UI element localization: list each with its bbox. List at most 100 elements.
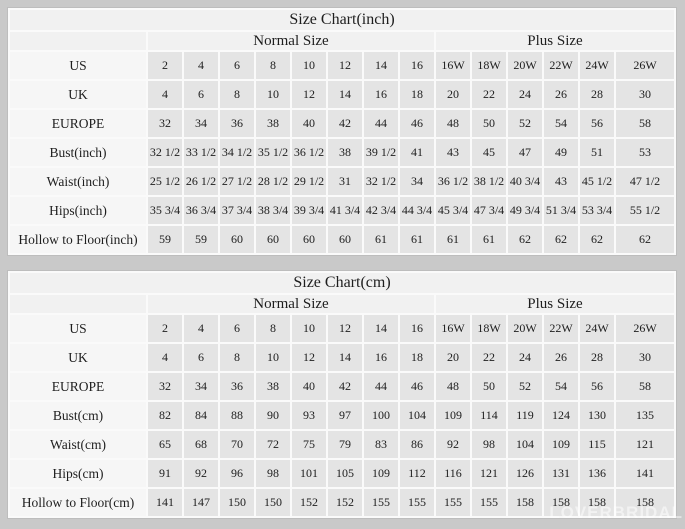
value-cell: 36 xyxy=(220,373,254,400)
value-cell: 14 xyxy=(364,52,398,79)
value-cell: 158 xyxy=(508,489,542,516)
value-cell: 10 xyxy=(256,344,290,371)
value-cell: 79 xyxy=(328,431,362,458)
value-cell: 20W xyxy=(508,52,542,79)
value-cell: 109 xyxy=(544,431,578,458)
value-cell: 43 xyxy=(436,139,470,166)
value-cell: 26 xyxy=(544,81,578,108)
table-row: Waist(inch) 25 1/2 26 1/2 27 1/2 28 1/2 29 1/… xyxy=(10,168,674,195)
value-cell: 28 xyxy=(580,344,614,371)
value-cell: 24W xyxy=(580,52,614,79)
value-cell: 51 3/4 xyxy=(544,197,578,224)
value-cell: 121 xyxy=(616,431,674,458)
value-cell: 60 xyxy=(328,226,362,253)
table-row: UK 4 6 8 10 12 14 16 18 20 22 24 26 28 30 xyxy=(10,344,674,371)
value-cell: 136 xyxy=(580,460,614,487)
value-cell: 158 xyxy=(616,489,674,516)
value-cell: 32 1/2 xyxy=(364,168,398,195)
value-cell: 10 xyxy=(256,81,290,108)
value-cell: 47 3/4 xyxy=(472,197,506,224)
value-cell: 92 xyxy=(184,460,218,487)
value-cell: 60 xyxy=(292,226,326,253)
value-cell: 150 xyxy=(256,489,290,516)
value-cell: 60 xyxy=(256,226,290,253)
table-row: Bust(cm) 82 84 88 90 93 97 100 104 109 114 119 124 13… xyxy=(10,402,674,429)
value-cell: 65 xyxy=(148,431,182,458)
value-cell: 52 xyxy=(508,373,542,400)
size-charts: Size Chart(inch) Normal Size Plus Size US 2 4… xyxy=(7,7,677,519)
value-cell: 26W xyxy=(616,315,674,342)
value-cell: 40 xyxy=(292,373,326,400)
value-cell: 155 xyxy=(436,489,470,516)
value-cell: 12 xyxy=(328,315,362,342)
value-cell: 16 xyxy=(400,315,434,342)
value-cell: 20 xyxy=(436,81,470,108)
value-cell: 35 1/2 xyxy=(256,139,290,166)
value-cell: 86 xyxy=(400,431,434,458)
value-cell: 4 xyxy=(184,52,218,79)
value-cell: 49 3/4 xyxy=(508,197,542,224)
value-cell: 51 xyxy=(580,139,614,166)
value-cell: 32 xyxy=(148,110,182,137)
group-header-normal-size: Normal Size xyxy=(148,295,434,313)
value-cell: 114 xyxy=(472,402,506,429)
value-cell: 158 xyxy=(580,489,614,516)
value-cell: 35 3/4 xyxy=(148,197,182,224)
value-cell: 37 3/4 xyxy=(220,197,254,224)
corner-cell xyxy=(10,295,146,313)
value-cell: 18 xyxy=(400,81,434,108)
value-cell: 47 1/2 xyxy=(616,168,674,195)
table-row: US 2 4 6 8 10 12 14 16 16W 18W 20W 22W 24W 26W xyxy=(10,315,674,342)
row-label: Waist(inch) xyxy=(10,168,146,195)
value-cell: 59 xyxy=(184,226,218,253)
value-cell: 61 xyxy=(364,226,398,253)
value-cell: 83 xyxy=(364,431,398,458)
value-cell: 24W xyxy=(580,315,614,342)
value-cell: 100 xyxy=(364,402,398,429)
value-cell: 14 xyxy=(328,81,362,108)
value-cell: 38 3/4 xyxy=(256,197,290,224)
value-cell: 44 xyxy=(364,373,398,400)
value-cell: 46 xyxy=(400,373,434,400)
value-cell: 93 xyxy=(292,402,326,429)
table-row: Bust(inch) 32 1/2 33 1/2 34 1/2 35 1/2 36 1/2… xyxy=(10,139,674,166)
value-cell: 119 xyxy=(508,402,542,429)
value-cell: 32 xyxy=(148,373,182,400)
value-cell: 152 xyxy=(328,489,362,516)
value-cell: 12 xyxy=(292,81,326,108)
row-label: Bust(inch) xyxy=(10,139,146,166)
value-cell: 54 xyxy=(544,110,578,137)
row-label: Hollow to Floor(cm) xyxy=(10,489,146,516)
value-cell: 72 xyxy=(256,431,290,458)
value-cell: 4 xyxy=(148,344,182,371)
group-header-plus-size: Plus Size xyxy=(436,295,674,313)
value-cell: 62 xyxy=(508,226,542,253)
value-cell: 115 xyxy=(580,431,614,458)
value-cell: 155 xyxy=(472,489,506,516)
value-cell: 42 3/4 xyxy=(364,197,398,224)
value-cell: 20W xyxy=(508,315,542,342)
value-cell: 61 xyxy=(400,226,434,253)
size-chart-cm: Size Chart(cm) Normal Size Plus Size US 2 4 6 8… xyxy=(7,270,677,519)
value-cell: 43 xyxy=(544,168,578,195)
value-cell: 41 xyxy=(400,139,434,166)
value-cell: 55 1/2 xyxy=(616,197,674,224)
corner-cell xyxy=(10,32,146,50)
value-cell: 152 xyxy=(292,489,326,516)
value-cell: 6 xyxy=(184,81,218,108)
value-cell: 16W xyxy=(436,315,470,342)
value-cell: 47 xyxy=(508,139,542,166)
value-cell: 84 xyxy=(184,402,218,429)
value-cell: 68 xyxy=(184,431,218,458)
value-cell: 24 xyxy=(508,344,542,371)
value-cell: 8 xyxy=(220,81,254,108)
value-cell: 104 xyxy=(508,431,542,458)
table-row: Hollow to Floor(cm) 141 147 150 150 152 152 155… xyxy=(10,489,674,516)
value-cell: 56 xyxy=(580,373,614,400)
value-cell: 75 xyxy=(292,431,326,458)
value-cell: 14 xyxy=(328,344,362,371)
row-label: Hips(cm) xyxy=(10,460,146,487)
table-title: Size Chart(cm) xyxy=(10,273,674,293)
value-cell: 70 xyxy=(220,431,254,458)
value-cell: 130 xyxy=(580,402,614,429)
